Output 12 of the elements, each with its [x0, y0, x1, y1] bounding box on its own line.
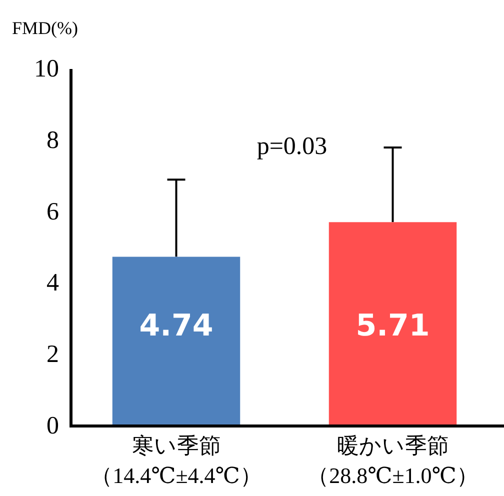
data-label: 5.71 — [356, 308, 430, 344]
x-tick-label: 寒い季節（14.4℃±4.4℃） — [90, 433, 262, 488]
data-label: 4.74 — [139, 308, 214, 344]
y-tick-label: 2 — [46, 341, 59, 368]
y-tick-label: 8 — [46, 126, 59, 154]
y-tick-label: 0 — [46, 412, 59, 440]
y-tick-label: 6 — [46, 198, 59, 226]
y-tick-label: 10 — [34, 56, 59, 82]
y-tick-label: 4 — [46, 270, 60, 297]
x-tick-label: 暖かい季節（28.8℃±1.0℃） — [307, 433, 478, 488]
annotation: p=0.03 — [256, 133, 328, 160]
y-axis-title: FMD(%) — [12, 18, 78, 38]
